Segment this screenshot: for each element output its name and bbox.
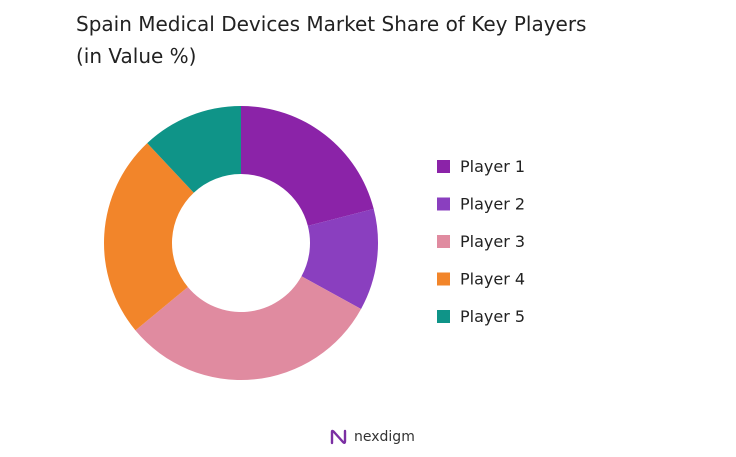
legend: Player 1 Player 2 Player 3 Player 4 Player 5 bbox=[437, 157, 525, 326]
donut-slice-player-2 bbox=[301, 208, 378, 310]
legend-label-player-2: Player 2 bbox=[460, 195, 525, 214]
donut-slice-player-3 bbox=[135, 276, 362, 381]
legend-swatch-player-2 bbox=[437, 197, 450, 211]
chart-title-line-1: Spain Medical Devices Market Share of Ke… bbox=[76, 12, 587, 36]
brand-name: nexdigm bbox=[354, 429, 415, 445]
donut-slice-player-5 bbox=[147, 106, 241, 193]
brand-logo: nexdigm bbox=[330, 428, 415, 446]
legend-swatch-player-5 bbox=[437, 310, 450, 323]
legend-swatch-player-3 bbox=[437, 235, 450, 248]
legend-swatch-player-4 bbox=[437, 272, 450, 286]
chart-title-line-2: (in Value %) bbox=[76, 44, 197, 68]
legend-label-player-4: Player 4 bbox=[460, 270, 525, 289]
legend-label-player-1: Player 1 bbox=[460, 157, 525, 176]
donut-slices bbox=[104, 106, 378, 381]
legend-label-player-5: Player 5 bbox=[460, 307, 525, 326]
chart-title: Spain Medical Devices Market Share of Ke… bbox=[76, 8, 696, 72]
legend-label-player-3: Player 3 bbox=[460, 232, 525, 251]
nexdigm-logo-icon bbox=[330, 429, 347, 445]
donut-slice-player-4 bbox=[104, 143, 194, 331]
legend-swatch-player-1 bbox=[437, 160, 450, 173]
donut-slice-player-1 bbox=[241, 106, 374, 226]
